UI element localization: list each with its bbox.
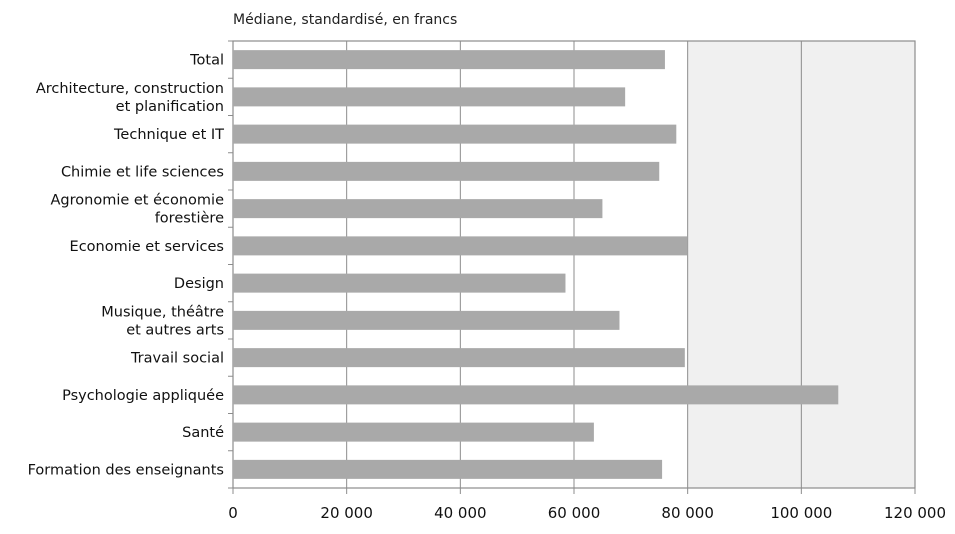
bar xyxy=(233,50,665,70)
category-label: Musique, théâtre xyxy=(101,304,224,320)
bar xyxy=(233,385,839,405)
x-tick-label: 60 000 xyxy=(548,504,601,522)
x-tick-label: 120 000 xyxy=(884,504,946,522)
category-label: Agronomie et économie xyxy=(51,193,225,209)
x-tick-label: 80 000 xyxy=(661,504,714,522)
bar xyxy=(233,236,688,256)
bar xyxy=(233,273,566,293)
x-tick-label: 0 xyxy=(228,504,238,522)
category-label: Travail social xyxy=(130,351,224,367)
category-label: Technique et IT xyxy=(113,127,224,143)
chart-subtitle: Médiane, standardisé, en francs xyxy=(233,12,458,28)
bar xyxy=(233,124,677,144)
category-label: et autres arts xyxy=(126,322,224,338)
bar xyxy=(233,161,660,181)
bar xyxy=(233,348,685,368)
category-label: Design xyxy=(174,276,224,292)
category-label: Formation des enseignants xyxy=(28,462,224,478)
bar xyxy=(233,87,626,107)
bar xyxy=(233,422,594,442)
x-tick-label: 100 000 xyxy=(770,504,832,522)
category-label: Economie et services xyxy=(70,239,224,255)
category-label: et planification xyxy=(116,99,224,115)
x-tick-label: 40 000 xyxy=(434,504,487,522)
category-label: Total xyxy=(189,53,224,69)
category-label: Chimie et life sciences xyxy=(61,164,224,180)
category-label: Santé xyxy=(182,425,224,441)
bar xyxy=(233,310,620,330)
bar xyxy=(233,199,603,219)
category-label: Psychologie appliquée xyxy=(62,388,224,404)
x-tick-label: 20 000 xyxy=(320,504,373,522)
category-label: Architecture, construction xyxy=(36,81,224,97)
category-label: forestière xyxy=(155,211,224,227)
bar xyxy=(233,459,663,479)
